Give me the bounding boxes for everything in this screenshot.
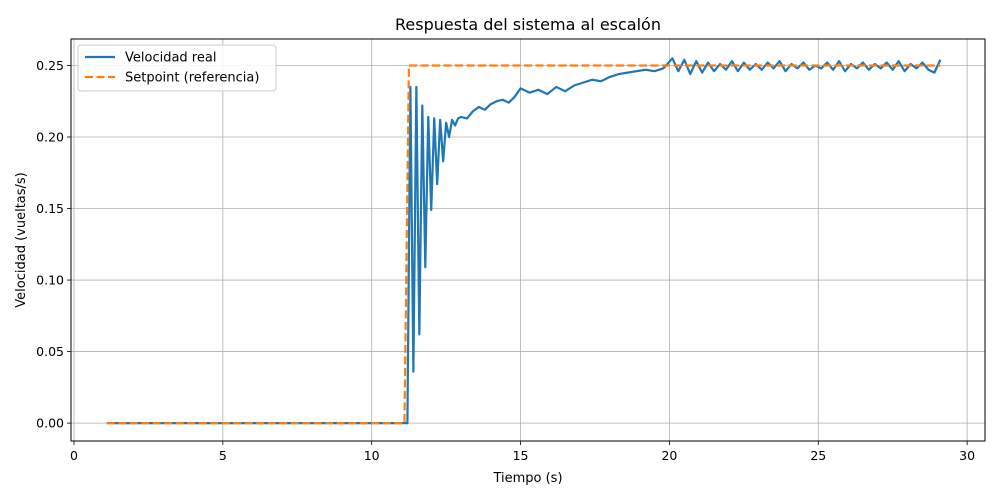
y-axis-title: Velocidad (vueltas/s) [14, 172, 29, 307]
y-tick-label: 0.15 [36, 201, 64, 216]
legend: Velocidad real Setpoint (referencia) [77, 44, 277, 92]
legend-box [77, 44, 277, 92]
x-tick-label: 15 [513, 448, 529, 463]
y-tick-label: 0.00 [36, 416, 64, 431]
axis-ticks: 0 5 10 15 20 25 30 0.00 0.05 0.10 0.15 0.20 0.25 [36, 58, 975, 463]
series-layer [106, 57, 942, 425]
x-tick-label: 20 [661, 448, 677, 463]
x-tick-label: 30 [959, 448, 975, 463]
y-tick-label: 0.10 [36, 273, 64, 288]
plot-frame [70, 38, 986, 442]
y-tick-label: 0.20 [36, 129, 64, 144]
x-tick-label: 5 [219, 448, 227, 463]
y-tick-label: 0.05 [36, 344, 64, 359]
legend-label: Setpoint (referencia) [125, 71, 259, 86]
chart-title: Respuesta del sistema al escalón [395, 15, 661, 34]
y-tick-label: 0.25 [36, 58, 64, 73]
x-tick-label: 25 [810, 448, 826, 463]
x-axis-title: Tiempo (s) [492, 471, 562, 486]
legend-label: Velocidad real [125, 51, 216, 66]
series-line-setpoint [106, 64, 941, 425]
x-tick-label: 0 [70, 448, 78, 463]
x-tick-label: 10 [364, 448, 380, 463]
